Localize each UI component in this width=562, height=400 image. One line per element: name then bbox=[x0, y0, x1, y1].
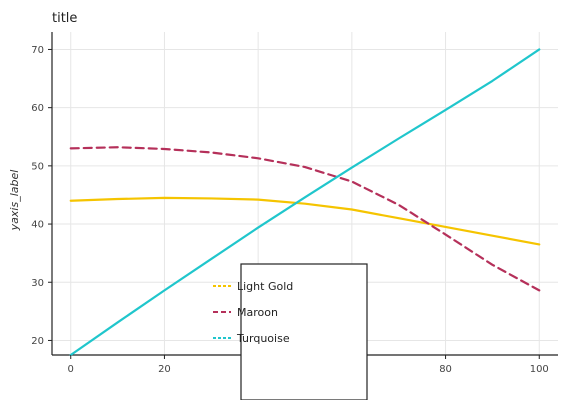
y-tick-label: 70 bbox=[31, 45, 44, 56]
chart-title: title bbox=[52, 11, 77, 26]
x-tick-label: 20 bbox=[158, 364, 171, 375]
series-lines bbox=[69, 48, 541, 357]
x-tick-label: 0 bbox=[68, 364, 74, 375]
y-tick-label: 50 bbox=[31, 161, 44, 172]
y-tick-label: 20 bbox=[31, 336, 44, 347]
x-tick-label: 100 bbox=[530, 364, 549, 375]
y-tick-label: 30 bbox=[31, 278, 44, 289]
series-line-turquoise bbox=[69, 48, 541, 357]
legend-label: Maroon bbox=[237, 306, 278, 319]
y-tick-label: 60 bbox=[31, 103, 44, 114]
x-tick-label: 80 bbox=[439, 364, 452, 375]
y-axis-label: yaxis_label bbox=[8, 170, 21, 232]
series-line-maroon bbox=[69, 146, 541, 292]
legend-label: Turquoise bbox=[236, 332, 290, 345]
y-tick-label: 40 bbox=[31, 220, 44, 231]
legend: Light Gold Maroon Turquoise bbox=[213, 263, 368, 400]
legend-box bbox=[240, 263, 368, 400]
series-line-light-gold bbox=[69, 196, 541, 246]
legend-label: Light Gold bbox=[237, 280, 293, 293]
